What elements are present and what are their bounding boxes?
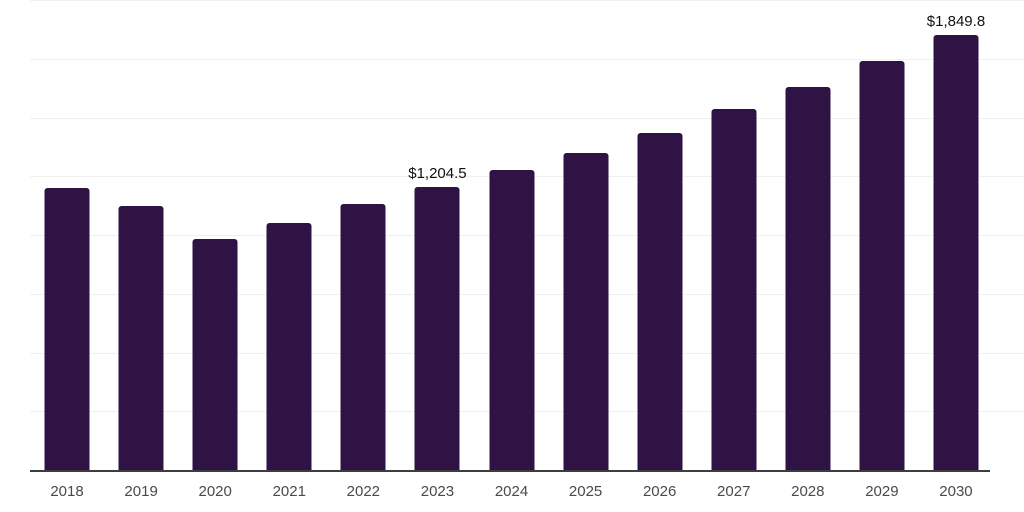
- gridline: [30, 0, 1024, 1]
- x-axis-line: [30, 470, 990, 472]
- bar-cell: [30, 0, 104, 470]
- x-tick-label-2027: 2027: [717, 483, 751, 500]
- bar-2024: [489, 169, 534, 470]
- plot-area: $1,204.5 $1,849.8: [30, 0, 1024, 470]
- x-axis-labels: 2018 2019 2020 2021 2022 2023 2024 2025 2026 2027…: [30, 483, 993, 500]
- x-tick-label-2028: 2028: [791, 483, 825, 500]
- x-tick-label-2018: 2018: [50, 483, 84, 500]
- x-tick-label-2030: 2030: [939, 483, 973, 500]
- x-tick-label-2025: 2025: [568, 483, 603, 500]
- bar-2026: [637, 132, 683, 470]
- x-tick-label-2023: 2023: [420, 483, 455, 500]
- bar-2018: [44, 188, 90, 470]
- bar-cell: [474, 0, 548, 470]
- x-tick-label-2024: 2024: [494, 483, 529, 500]
- bar-cell: [252, 0, 326, 470]
- bar-cell: $1,204.5: [400, 0, 474, 470]
- bar-cell: [549, 0, 623, 470]
- bar-cell: [845, 0, 919, 470]
- bars: $1,204.5 $1,849.8: [30, 0, 993, 470]
- bar-cell: [178, 0, 252, 470]
- x-tick-label-2022: 2022: [346, 483, 381, 500]
- x-tick-label-2019: 2019: [124, 483, 158, 500]
- bar-cell: [104, 0, 178, 470]
- bar-cell: [326, 0, 400, 470]
- x-tick-label-2020: 2020: [198, 483, 232, 500]
- bar-2027: [711, 109, 757, 470]
- bar-cell: [771, 0, 845, 470]
- bar-2020: [192, 239, 238, 470]
- bar-2030: [933, 35, 979, 470]
- data-label-2030: $1,849.8: [926, 13, 986, 31]
- bar-cell: [697, 0, 771, 470]
- gridline: [30, 117, 1024, 119]
- bar-2029: [859, 61, 905, 470]
- bar-cell: $1,849.8: [919, 0, 993, 470]
- x-tick-label-2021: 2021: [272, 483, 306, 500]
- bar-2021: [266, 223, 312, 470]
- x-tick-label-2026: 2026: [642, 483, 677, 500]
- bar-2025: [563, 153, 609, 470]
- bar-2023: [414, 186, 460, 470]
- x-tick-label-2029: 2029: [865, 483, 899, 500]
- bar-cell: [623, 0, 697, 470]
- gridline: [30, 58, 1024, 60]
- bar-2028: [785, 86, 831, 470]
- data-label-2023: $1,204.5: [408, 164, 467, 182]
- bar-2022: [340, 204, 386, 470]
- bar-2019: [118, 206, 164, 470]
